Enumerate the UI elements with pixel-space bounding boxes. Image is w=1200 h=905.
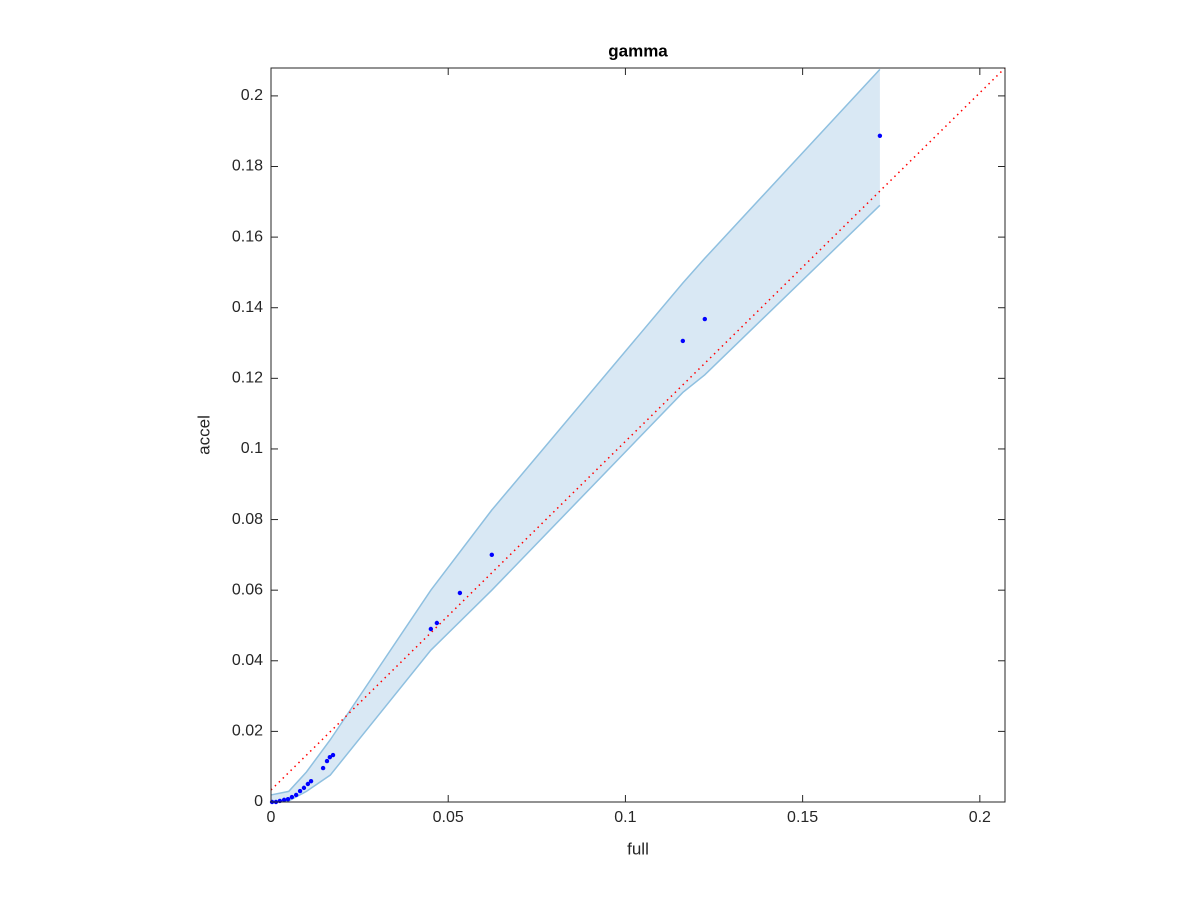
chart-title: gamma — [608, 41, 668, 60]
y-tick-label: 0 — [254, 793, 263, 810]
x-tick-label: 0.2 — [969, 809, 991, 826]
data-point — [680, 338, 686, 344]
y-tick-label: 0.06 — [232, 581, 263, 598]
data-point — [320, 765, 326, 771]
data-point — [297, 788, 303, 794]
band-fill — [271, 69, 880, 802]
data-point — [327, 754, 333, 760]
data-point — [293, 792, 299, 798]
x-tick-label: 0.05 — [433, 809, 464, 826]
data-point — [330, 752, 336, 758]
y-tick-label: 0.02 — [232, 723, 263, 740]
data-point — [301, 785, 307, 791]
y-tick-label: 0.04 — [232, 652, 263, 669]
x-tick-label: 0.15 — [787, 809, 818, 826]
y-axis-label: accel — [194, 415, 213, 455]
reference-line — [270, 67, 1006, 791]
band-lower-line — [270, 204, 881, 803]
x-tick-label: 0.1 — [614, 809, 636, 826]
y-tick-label: 0.12 — [232, 370, 263, 387]
data-point — [308, 778, 314, 784]
data-point — [489, 552, 495, 558]
y-tick-label: 0.16 — [232, 228, 263, 245]
data-point — [324, 758, 330, 764]
data-point — [305, 781, 311, 787]
y-tick-label: 0.1 — [241, 440, 263, 457]
data-point — [434, 620, 440, 626]
x-axis-label: full — [627, 839, 649, 858]
axes-box — [270, 67, 1006, 803]
y-tick-label: 0.18 — [232, 158, 263, 175]
y-tick-label: 0.08 — [232, 511, 263, 528]
data-point — [289, 794, 295, 800]
y-tick-label: 0.14 — [232, 299, 263, 316]
data-point — [702, 316, 708, 322]
data-point — [428, 626, 434, 632]
x-tick-label: 0 — [267, 809, 276, 826]
data-point — [457, 590, 463, 596]
y-tick-label: 0.2 — [241, 87, 263, 104]
data-point — [877, 133, 883, 138]
data-point — [281, 797, 287, 803]
band-upper-line — [270, 68, 881, 796]
data-point — [285, 796, 291, 802]
